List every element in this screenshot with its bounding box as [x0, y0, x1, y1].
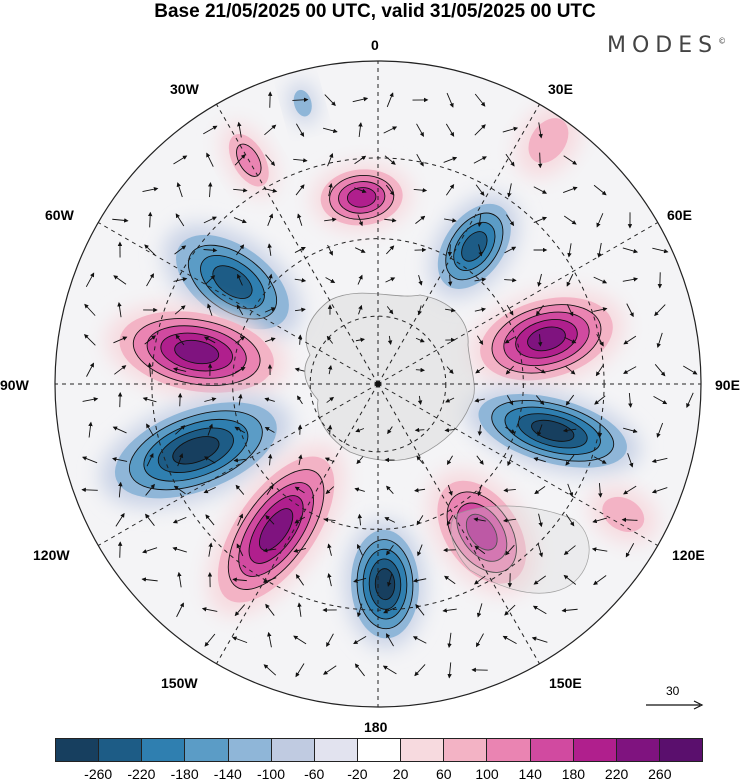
colorbar-tick-label: -20 — [347, 766, 367, 782]
colorbar-cell — [99, 738, 142, 762]
colorbar-tick-label: 220 — [605, 766, 628, 782]
colorbar-cell — [185, 738, 228, 762]
lon-label-30w: 30W — [170, 81, 199, 97]
colorbar-cell — [531, 738, 574, 762]
wind-vector — [120, 542, 121, 558]
lon-label-60e: 60E — [667, 207, 692, 223]
colorbar-cell — [487, 738, 530, 762]
lon-label-0: 0 — [371, 37, 379, 53]
colorbar-tick-label: -140 — [214, 766, 242, 782]
colorbar-tick-label: 20 — [393, 766, 409, 782]
colorbar-cell — [444, 738, 487, 762]
colorbar-cell — [358, 738, 401, 762]
lon-label-60w: 60W — [45, 207, 74, 223]
antarctica-coastline — [305, 293, 475, 460]
lon-label-90w: 90W — [0, 377, 29, 393]
wind-vector — [330, 426, 331, 435]
colorbar-tick-label: 180 — [562, 766, 585, 782]
wind-vector — [180, 394, 181, 407]
colorbar-tick-label: -100 — [257, 766, 285, 782]
wind-vector — [416, 370, 424, 371]
colorbar-cell — [617, 738, 660, 762]
colorbar-tick-label: 100 — [475, 766, 498, 782]
wind-vector — [540, 153, 541, 168]
colorbar — [55, 738, 703, 762]
lon-label-30e: 30E — [548, 81, 573, 97]
lon-label-180: 180 — [364, 719, 387, 735]
lon-label-90e: 90E — [715, 377, 740, 393]
lon-label-150w: 150W — [161, 675, 198, 691]
wind-vector — [82, 490, 98, 491]
colorbar-cell — [401, 738, 444, 762]
colorbar-cell — [660, 738, 703, 762]
colorbar-cell — [229, 738, 272, 762]
colorbar-tick-label: 140 — [519, 766, 542, 782]
colorbar-tick-label: -60 — [304, 766, 324, 782]
colorbar-tick-label: -220 — [127, 766, 155, 782]
colorbar-cell — [55, 738, 99, 762]
lon-label-120w: 120W — [33, 547, 70, 563]
colorbar-tick-label: -180 — [171, 766, 199, 782]
colorbar-cell — [315, 738, 358, 762]
lon-label-150e: 150E — [549, 675, 582, 691]
colorbar-cell — [142, 738, 185, 762]
colorbar-cell — [272, 738, 315, 762]
reference-vector-label: 30 — [666, 684, 679, 698]
colorbar-tick-label: -260 — [84, 766, 112, 782]
colorbar-tick-label: 60 — [436, 766, 452, 782]
colorbar-ticks: -260 -220 -180 -140 -100 -60 -20 20 60 100 140 180 2… — [55, 766, 703, 784]
colorbar-cell — [574, 738, 617, 762]
south-pole-marker — [375, 381, 381, 387]
wind-vector — [416, 430, 425, 431]
colorbar-tick-label: 260 — [648, 766, 671, 782]
polar-map — [0, 0, 750, 735]
lon-label-120e: 120E — [672, 547, 705, 563]
